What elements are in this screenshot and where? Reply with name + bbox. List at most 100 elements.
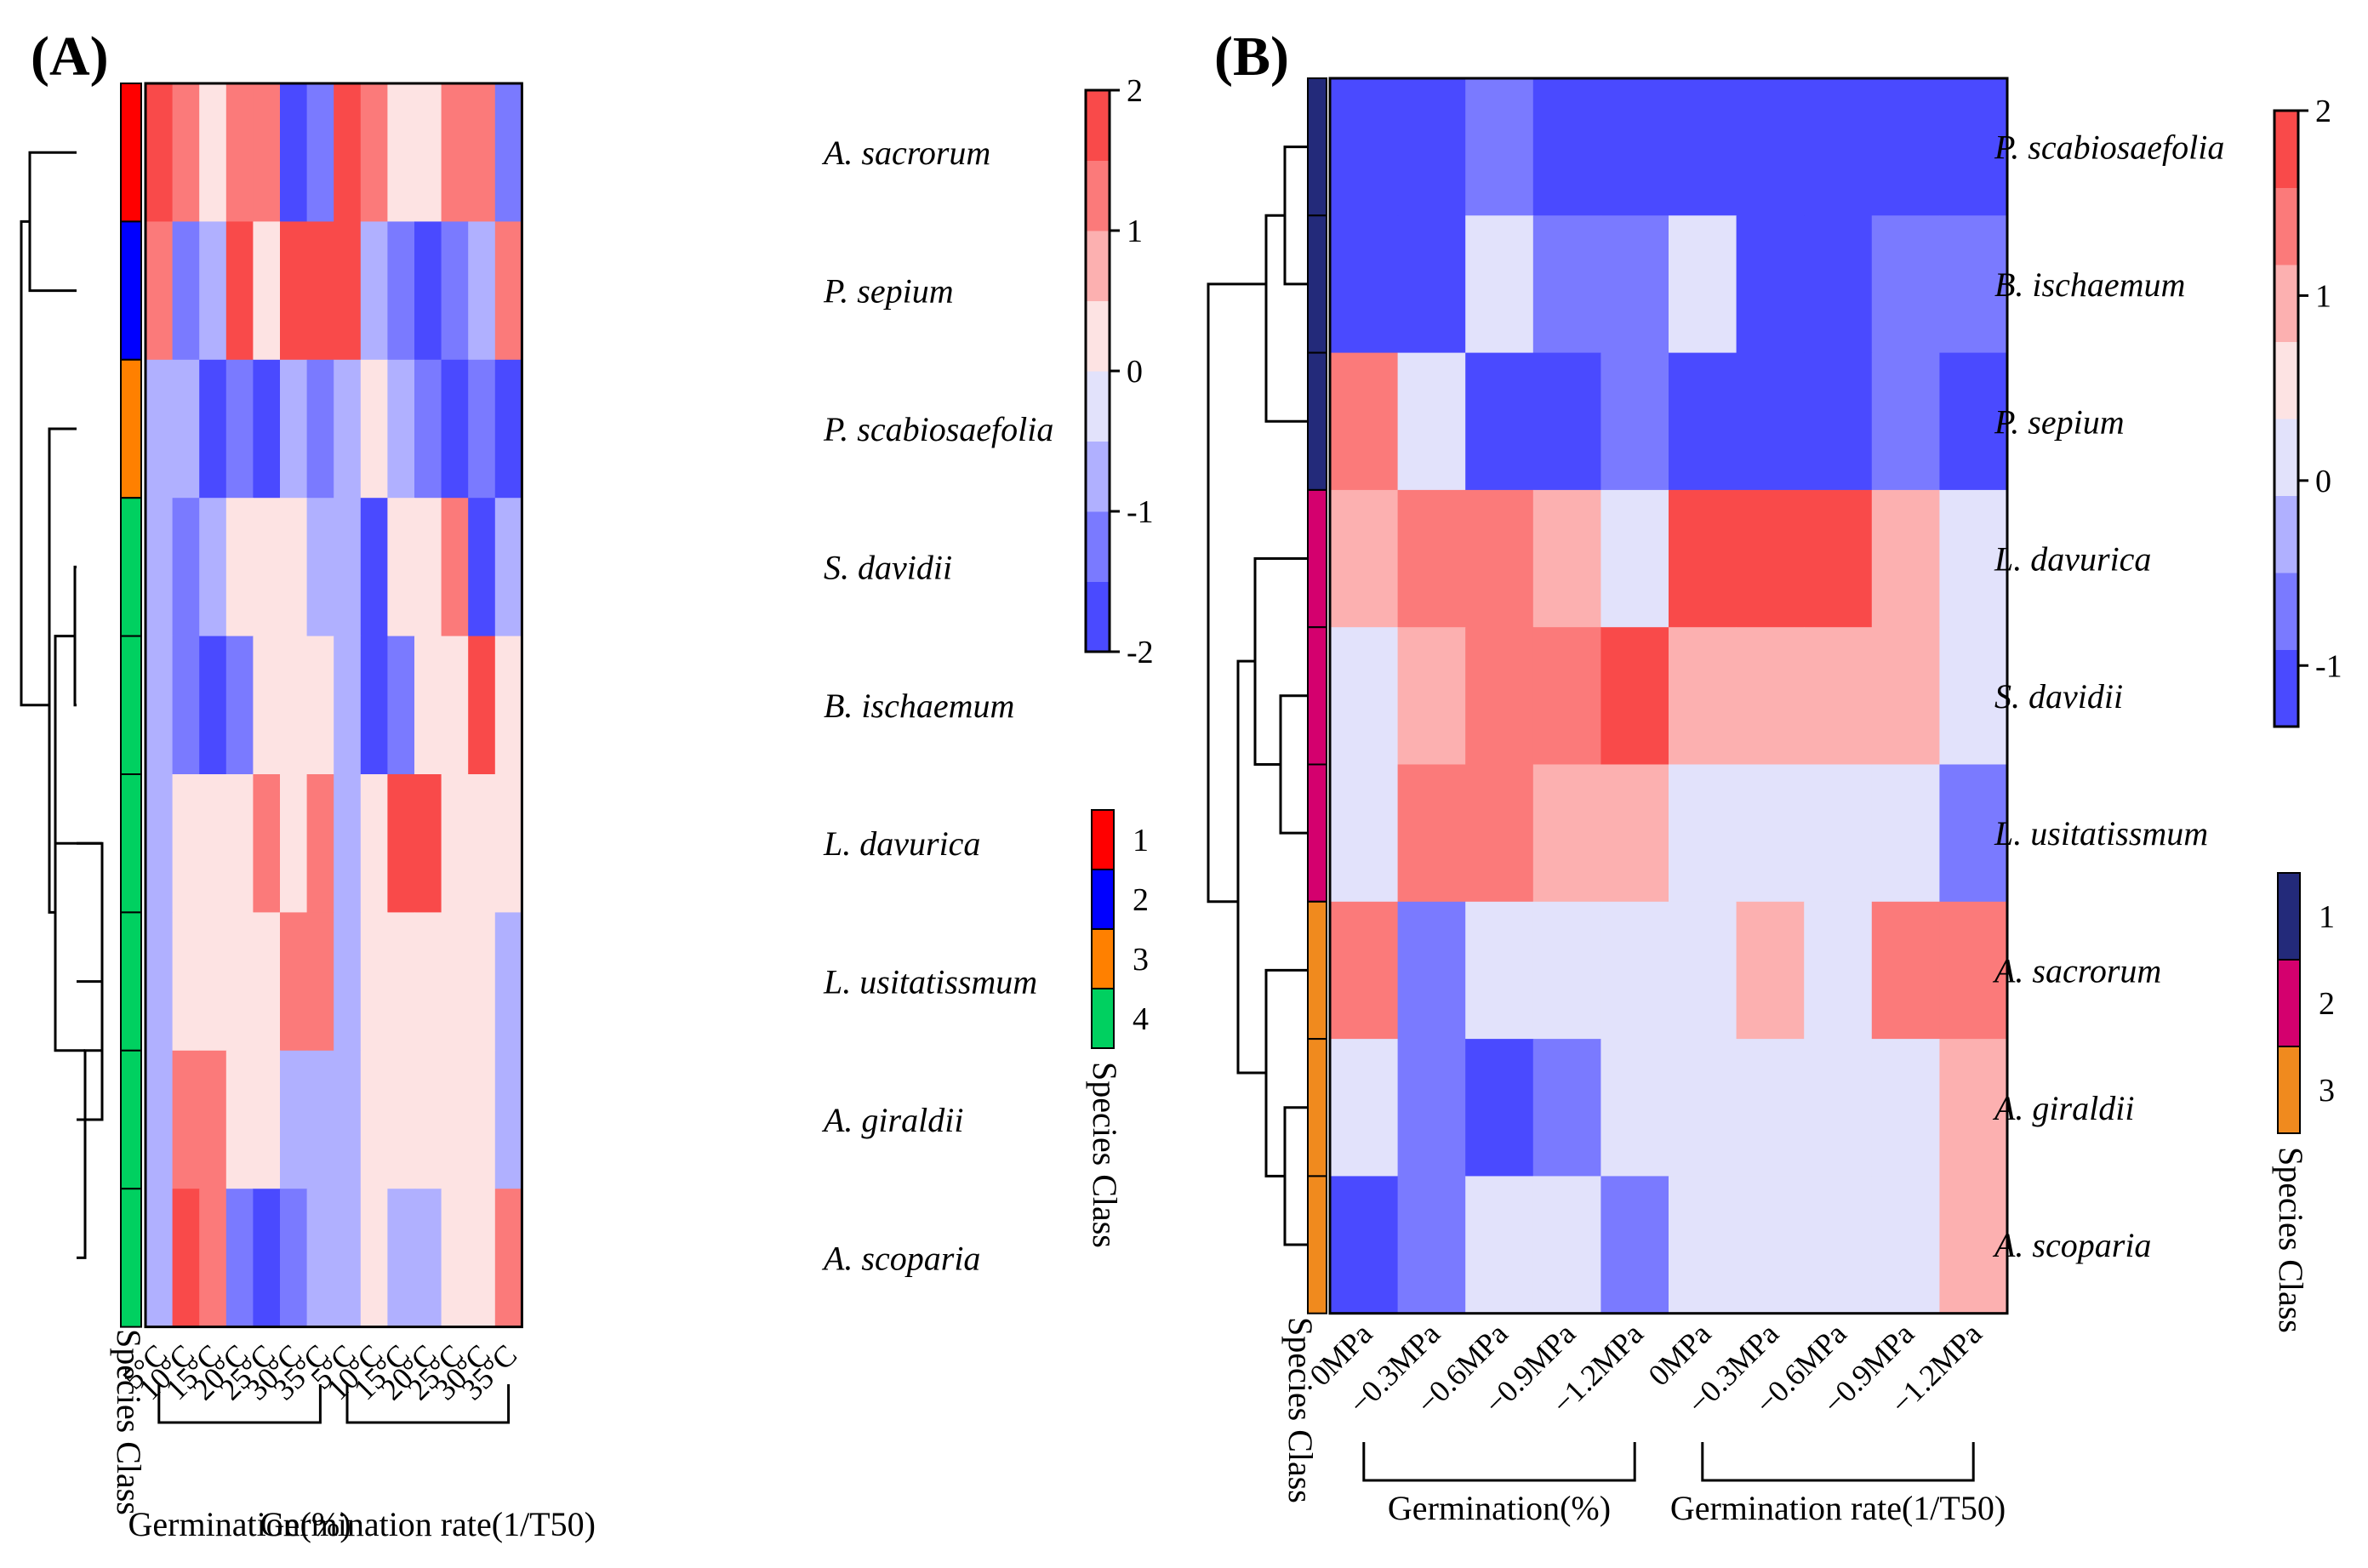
heatmap-cell — [280, 774, 308, 913]
dendrogram-branch — [1207, 282, 1266, 904]
heatmap-cell — [253, 1050, 281, 1189]
heatmap-cell — [1804, 78, 1873, 216]
row-label: S. davidii — [824, 548, 952, 586]
row-label: B. ischaemum — [824, 687, 1014, 725]
heatmap-cell — [441, 359, 469, 499]
heatmap-cell — [468, 83, 496, 222]
heatmap-cell — [1871, 489, 1940, 628]
heatmap-cell — [253, 221, 281, 361]
heatmap-cell — [468, 1189, 496, 1328]
heatmap-cell — [494, 221, 522, 361]
class-bar-segment — [1307, 77, 1327, 217]
dendrogram-branch — [1264, 214, 1308, 423]
heatmap-cell — [280, 636, 308, 775]
heatmap-cell — [468, 498, 496, 637]
heatmap-cell — [1939, 627, 2008, 766]
heatmap-cell — [199, 1050, 227, 1189]
heatmap-cell — [387, 1050, 415, 1189]
heatmap-cell — [1669, 764, 1737, 903]
heatmap-cell — [1804, 764, 1873, 903]
heatmap-cell — [172, 498, 200, 637]
heatmap-cell — [225, 498, 254, 637]
heatmap-cell — [1871, 78, 1940, 216]
heatmap-cell — [146, 1189, 174, 1328]
color-scale-tick-label: -1 — [1127, 494, 1154, 530]
heatmap-cell — [1736, 627, 1805, 766]
heatmap-cell — [414, 1050, 442, 1189]
heatmap-cell — [1736, 764, 1805, 903]
heatmap-cell — [280, 359, 308, 499]
heatmap-cell — [494, 1050, 522, 1189]
class-legend-swatch — [1091, 988, 1115, 1049]
heatmap-cell — [172, 83, 200, 222]
row-label: A. sacrorum — [821, 134, 990, 172]
heatmap-cell — [494, 83, 522, 222]
color-scale-step — [1086, 511, 1110, 582]
heatmap-cell — [199, 498, 227, 637]
heatmap-cell — [280, 1189, 308, 1328]
heatmap-cell — [1601, 627, 1669, 766]
row-label: A. giraldii — [821, 1101, 963, 1139]
dendrogram-branch — [20, 220, 49, 707]
heatmap-cell — [360, 1050, 388, 1189]
class-bar-segment — [120, 1049, 142, 1190]
heatmap-cell — [199, 221, 227, 361]
panel-a: (A) A. sacrorum P. sepium P. scabiosaefoli… — [20, 26, 1154, 1543]
class-legend-swatch — [1091, 928, 1115, 989]
row-label: B. ischaemum — [1994, 265, 2185, 304]
panel-b-row-labels: P. scabiosaefolia B. ischaemum P. sepium L.… — [1992, 128, 2224, 1264]
heatmap-cell — [1669, 352, 1737, 491]
panel-a-label: (A) — [31, 26, 109, 88]
heatmap-cell — [1532, 215, 1601, 354]
heatmap-cell — [1330, 1039, 1399, 1177]
dendrogram-branch — [48, 429, 55, 914]
heatmap-cell — [1669, 1039, 1737, 1177]
group-label: Germination rate(1/T50) — [260, 1505, 596, 1543]
heatmap-cell — [225, 359, 254, 499]
heatmap-cell — [494, 774, 522, 913]
heatmap-cell — [334, 221, 362, 361]
group-label: Germination(%) — [128, 1505, 351, 1543]
group-bracket — [157, 1384, 322, 1424]
heatmap-cell — [253, 359, 281, 499]
heatmap-cell — [334, 83, 362, 222]
heatmap-cell — [1871, 764, 1940, 903]
heatmap-cell — [414, 221, 442, 361]
heatmap-cell — [146, 359, 174, 499]
heatmap-cell — [146, 83, 174, 222]
dendrogram-branch — [77, 841, 104, 1068]
panel-a-species-class-bar — [120, 83, 142, 1328]
heatmap-cell — [1736, 1039, 1805, 1177]
panel-b-heatmap-cells — [1328, 77, 2009, 1315]
heatmap-cell — [1465, 78, 1534, 216]
color-scale-tick-label: 2 — [1127, 73, 1143, 109]
heatmap-cell — [334, 774, 362, 913]
class-legend-title: Species Class — [1086, 1062, 1124, 1248]
heatmap-cell — [1397, 352, 1466, 491]
class-bar-segment — [1307, 351, 1327, 491]
color-scale-tick-label: 0 — [1127, 354, 1143, 390]
heatmap-cell — [360, 636, 388, 775]
heatmap-cell — [1804, 215, 1873, 354]
heatmap-cell — [360, 83, 388, 222]
heatmap-cell — [387, 774, 415, 913]
heatmap-cell — [172, 636, 200, 775]
heatmap-cell — [1804, 352, 1873, 491]
heatmap-cell — [1939, 1039, 2008, 1177]
heatmap-cell — [253, 912, 281, 1052]
color-scale-step — [1086, 441, 1110, 512]
heatmap-cell — [1939, 764, 2008, 903]
heatmap-cell — [334, 1189, 362, 1328]
heatmap-cell — [1330, 215, 1399, 354]
heatmap-cell — [1532, 1039, 1601, 1177]
heatmap-cell — [1532, 764, 1601, 903]
heatmap-cell — [1330, 764, 1399, 903]
heatmap-cell — [1532, 1176, 1601, 1314]
heatmap-cell — [306, 359, 334, 499]
class-bar-segment — [120, 83, 142, 223]
group-label: Germination rate(1/T50) — [1670, 1489, 2006, 1527]
heatmap-cell — [1669, 627, 1737, 766]
color-scale-step — [2274, 111, 2298, 188]
heatmap-cell — [1804, 627, 1873, 766]
heatmap-cell — [225, 221, 254, 361]
